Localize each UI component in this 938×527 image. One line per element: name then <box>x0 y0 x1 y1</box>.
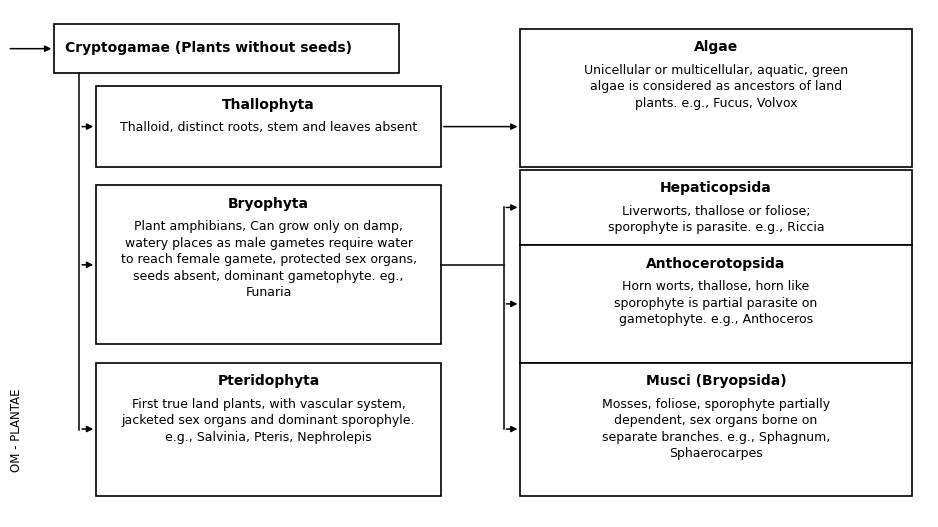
Text: OM - PLANTAE: OM - PLANTAE <box>10 388 23 472</box>
Bar <box>96 86 441 167</box>
Bar <box>54 24 399 73</box>
Bar <box>96 186 441 344</box>
Text: First true land plants, with vascular system,
jacketed sex organs and dominant s: First true land plants, with vascular sy… <box>122 397 416 444</box>
Text: Thallophyta: Thallophyta <box>222 97 315 112</box>
Bar <box>521 170 912 245</box>
Text: Mosses, foliose, sporophyte partially
dependent, sex organs borne on
separate br: Mosses, foliose, sporophyte partially de… <box>602 397 830 460</box>
Bar <box>521 363 912 495</box>
Text: Thalloid, distinct roots, stem and leaves absent: Thalloid, distinct roots, stem and leave… <box>120 121 417 134</box>
Text: Musci (Bryopsida): Musci (Bryopsida) <box>645 374 786 388</box>
Text: Cryptogamae (Plants without seeds): Cryptogamae (Plants without seeds) <box>66 42 353 55</box>
Bar <box>521 29 912 167</box>
Text: Algae: Algae <box>694 41 738 54</box>
Text: Hepaticopsida: Hepaticopsida <box>660 181 772 195</box>
Text: Bryophyta: Bryophyta <box>228 197 309 211</box>
Bar <box>521 245 912 363</box>
Text: Pteridophyta: Pteridophyta <box>218 374 320 388</box>
Text: Liverworts, thallose or foliose;
sporophyte is parasite. e.g., Riccia: Liverworts, thallose or foliose; sporoph… <box>608 204 825 234</box>
Text: Unicellular or multicellular, aquatic, green
algae is considered as ancestors of: Unicellular or multicellular, aquatic, g… <box>584 64 848 110</box>
Text: Horn worts, thallose, horn like
sporophyte is partial parasite on
gametophyte. e: Horn worts, thallose, horn like sporophy… <box>614 280 818 326</box>
Text: Anthocerotopsida: Anthocerotopsida <box>646 257 786 271</box>
Text: Plant amphibians, Can grow only on damp,
watery places as male gametes require w: Plant amphibians, Can grow only on damp,… <box>120 220 416 299</box>
Bar <box>96 363 441 495</box>
